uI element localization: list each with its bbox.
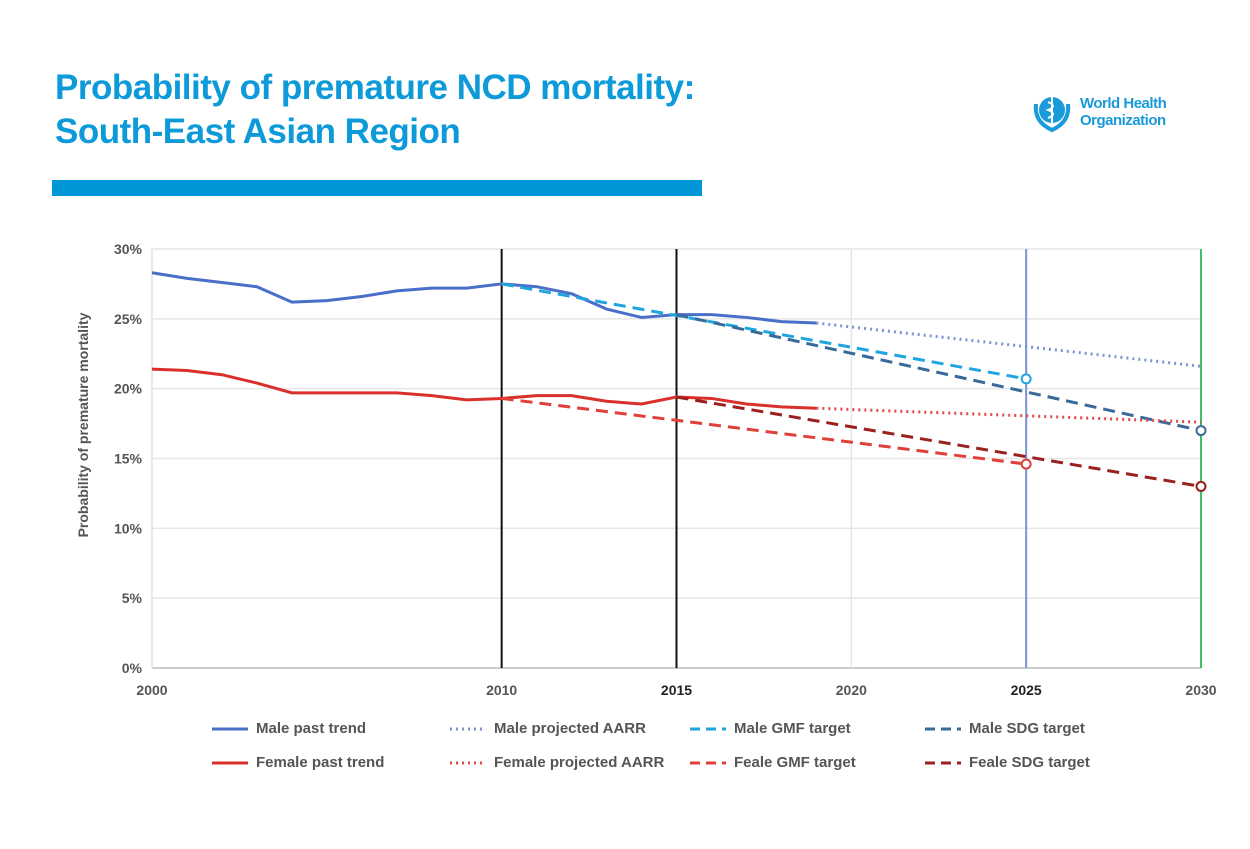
y-tick-label: 25%	[114, 311, 143, 327]
title-line-1: Probability of premature NCD mortality:	[55, 68, 695, 107]
series-male-past-trend	[151, 271, 817, 325]
legend-item: Male SDG target	[925, 720, 1085, 737]
series-female-past-trend	[151, 367, 817, 410]
page-title: Probability of premature NCD mortality: …	[55, 66, 695, 154]
y-tick-label: 0%	[122, 660, 143, 676]
legend-item: Male projected AARR	[450, 720, 646, 737]
legend-swatch	[925, 727, 961, 730]
series-feale-sdg-target	[676, 395, 1202, 488]
legend-label: Female past trend	[256, 754, 385, 771]
legend-swatch	[925, 761, 961, 764]
y-tick-label: 5%	[122, 590, 143, 606]
x-tick-label: 2030	[1185, 682, 1216, 698]
series-male-sdg-target	[676, 313, 1202, 433]
x-tick-label: 2000	[136, 682, 167, 698]
legend-swatch	[212, 727, 248, 730]
legend-label: Male GMF target	[734, 720, 851, 737]
legend-item: Female projected AARR	[450, 754, 664, 771]
legend-label: Feale GMF target	[734, 754, 856, 771]
logo-text-line-1: World Health	[1080, 95, 1167, 112]
title-line-2: South-East Asian Region	[55, 112, 461, 151]
series-end-marker	[1020, 458, 1032, 470]
series-male-projected-aarr	[816, 321, 1202, 368]
title-underline-bar	[52, 180, 702, 196]
series-end-marker	[1020, 373, 1032, 385]
series-female-projected-aarr	[816, 406, 1202, 424]
y-tick-label: 20%	[114, 381, 143, 397]
legend-swatch	[450, 727, 486, 730]
x-tick-label: 2010	[486, 682, 517, 698]
x-tick-label: 2025	[1011, 682, 1042, 698]
legend-swatch	[212, 761, 248, 764]
who-logo: World Health Organization	[1030, 90, 1167, 134]
x-tick-label: 2020	[836, 682, 867, 698]
y-tick-label: 30%	[114, 241, 143, 257]
legend-swatch	[690, 761, 726, 764]
x-tick-label: 2015	[661, 682, 692, 698]
who-emblem-icon	[1033, 96, 1071, 133]
logo-text-line-2: Organization	[1080, 112, 1166, 129]
legend-item: Female past trend	[212, 754, 384, 771]
legend-item: Feale GMF target	[690, 754, 856, 771]
y-axis-label: Probability of premature mortality	[75, 312, 91, 537]
series-end-marker	[1195, 480, 1207, 492]
series-end-marker	[1195, 425, 1207, 437]
legend-label: Male past trend	[256, 720, 367, 737]
y-tick-label: 10%	[114, 520, 143, 536]
legend-item: Male GMF target	[690, 720, 851, 737]
series-male-gmf-target	[501, 282, 1027, 381]
series-feale-gmf-target	[501, 396, 1027, 466]
y-tick-label: 15%	[114, 451, 143, 467]
legend-swatch	[450, 761, 486, 764]
legend-item: Feale SDG target	[925, 754, 1090, 771]
legend-label: Female projected AARR	[494, 754, 665, 771]
legend-item: Male past trend	[212, 720, 366, 737]
legend-swatch	[690, 727, 726, 730]
legend-label: Feale SDG target	[969, 754, 1090, 771]
legend-label: Male projected AARR	[494, 720, 646, 737]
legend-label: Male SDG target	[969, 720, 1085, 737]
